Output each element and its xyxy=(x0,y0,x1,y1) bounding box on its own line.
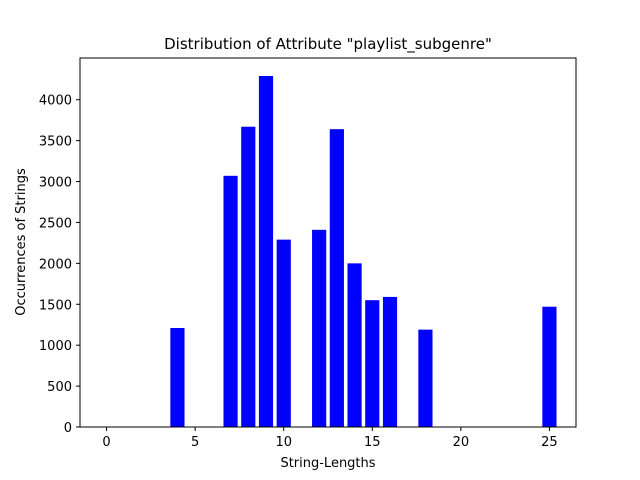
x-tick-label: 15 xyxy=(364,435,381,450)
bar-length-4 xyxy=(170,328,185,427)
x-tick-label: 0 xyxy=(102,435,110,450)
y-axis-label: Occurrences of Strings xyxy=(14,168,29,316)
bar-length-12 xyxy=(312,229,327,427)
bar-length-14 xyxy=(347,263,362,427)
x-tick-label: 20 xyxy=(453,435,470,450)
x-tick-label: 10 xyxy=(275,435,292,450)
y-tick-label: 1000 xyxy=(39,339,72,354)
bar-length-15 xyxy=(365,300,380,427)
plot-frame xyxy=(79,57,577,428)
bar-length-10 xyxy=(276,239,291,427)
y-tick-label: 2000 xyxy=(39,257,72,272)
bar-length-16 xyxy=(382,296,398,427)
x-tick-label: 25 xyxy=(541,435,558,450)
chart-title: Distribution of Attribute "playlist_subg… xyxy=(164,35,492,54)
y-tick-label: 3500 xyxy=(39,135,72,150)
y-tick-label: 0 xyxy=(64,421,72,436)
bar-length-25 xyxy=(542,306,557,427)
bars xyxy=(170,76,557,428)
x-axis: 0 5 10 15 20 25 xyxy=(102,427,558,450)
bar-length-9 xyxy=(258,76,274,427)
y-tick-label: 4000 xyxy=(39,94,72,109)
bar-length-7 xyxy=(223,175,238,427)
x-tick-label: 5 xyxy=(191,435,199,450)
y-axis: 0 500 1000 1500 2000 2500 3000 3500 4000 xyxy=(39,94,80,436)
x-axis-label: String-Lengths xyxy=(280,456,375,471)
bar-length-13 xyxy=(329,129,344,427)
bar-length-8 xyxy=(241,126,256,428)
y-tick-label: 500 xyxy=(47,380,72,395)
y-tick-label: 1500 xyxy=(39,298,72,313)
y-tick-label: 3000 xyxy=(39,176,72,191)
y-tick-label: 2500 xyxy=(39,216,72,231)
bar-length-18 xyxy=(418,329,433,427)
